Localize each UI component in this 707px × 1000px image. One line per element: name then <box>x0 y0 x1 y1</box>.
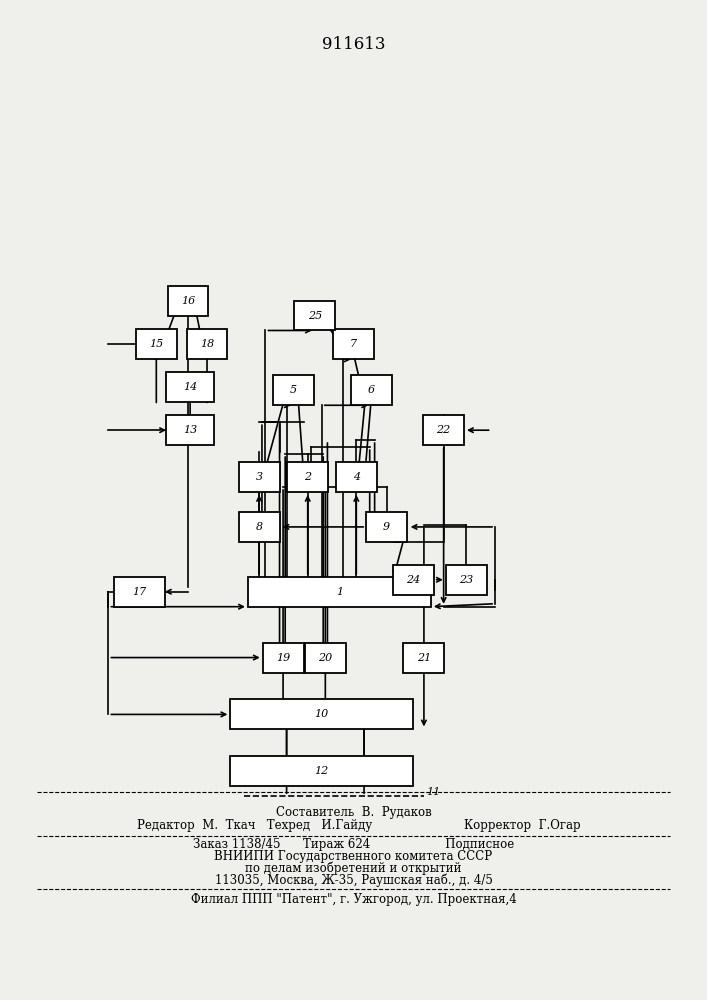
Text: Редактор  М.  Ткач   Техред   И.Гайду: Редактор М. Ткач Техред И.Гайду <box>137 819 373 832</box>
Text: 25: 25 <box>308 311 322 321</box>
Bar <box>445 565 486 595</box>
Text: 3: 3 <box>255 472 263 482</box>
Text: 10: 10 <box>315 709 329 719</box>
Text: 16: 16 <box>181 296 195 306</box>
Text: Корректор  Г.Огар: Корректор Г.Огар <box>464 819 581 832</box>
Text: 1: 1 <box>336 587 343 597</box>
Bar <box>166 415 214 445</box>
Bar <box>294 301 335 330</box>
Text: 4: 4 <box>353 472 360 482</box>
Bar <box>136 329 177 359</box>
Bar <box>114 577 165 607</box>
Bar <box>336 462 377 492</box>
Text: 9: 9 <box>383 522 390 532</box>
Text: 7: 7 <box>350 339 357 349</box>
Text: Составитель  В.  Рудаков: Составитель В. Рудаков <box>276 806 431 819</box>
Bar <box>273 375 314 405</box>
Text: Заказ 1138/45      Тираж 624                    Подписное: Заказ 1138/45 Тираж 624 Подписное <box>193 838 514 851</box>
Bar <box>187 329 228 359</box>
Text: 21: 21 <box>417 653 431 663</box>
Text: 2: 2 <box>304 472 311 482</box>
Text: 24: 24 <box>407 575 421 585</box>
Bar <box>423 415 464 445</box>
Bar <box>404 643 444 673</box>
Text: 14: 14 <box>183 382 197 392</box>
Text: 18: 18 <box>200 339 214 349</box>
Text: по делам изобретений и открытий: по делам изобретений и открытий <box>245 861 462 875</box>
Bar <box>239 462 279 492</box>
Text: 22: 22 <box>436 425 451 435</box>
Bar <box>239 512 279 542</box>
Bar <box>287 462 328 492</box>
Bar <box>248 577 431 607</box>
Bar <box>333 329 374 359</box>
Text: 17: 17 <box>132 587 146 597</box>
Text: 12: 12 <box>315 766 329 776</box>
Text: 23: 23 <box>459 575 473 585</box>
Text: 5: 5 <box>290 385 297 395</box>
Bar <box>230 756 414 786</box>
Text: 15: 15 <box>149 339 163 349</box>
Text: Филиал ППП "Патент", г. Ужгород, ул. Проектная,4: Филиал ППП "Патент", г. Ужгород, ул. Про… <box>191 893 516 906</box>
Text: 911613: 911613 <box>322 36 385 53</box>
Text: 6: 6 <box>368 385 375 395</box>
Bar <box>393 565 434 595</box>
Text: 20: 20 <box>318 653 332 663</box>
Bar <box>230 699 414 729</box>
Bar <box>168 286 209 316</box>
Text: 113035, Москва, Ж-35, Раушская наб., д. 4/5: 113035, Москва, Ж-35, Раушская наб., д. … <box>214 873 493 887</box>
Bar <box>305 643 346 673</box>
Text: ВНИИПИ Государственного комитета СССР: ВНИИПИ Государственного комитета СССР <box>214 850 493 863</box>
Bar <box>166 372 214 402</box>
Bar <box>263 643 303 673</box>
Bar <box>366 512 407 542</box>
Text: 19: 19 <box>276 653 290 663</box>
Text: 13: 13 <box>183 425 197 435</box>
Bar <box>351 375 392 405</box>
Text: 8: 8 <box>255 522 263 532</box>
Text: 11: 11 <box>426 787 440 797</box>
